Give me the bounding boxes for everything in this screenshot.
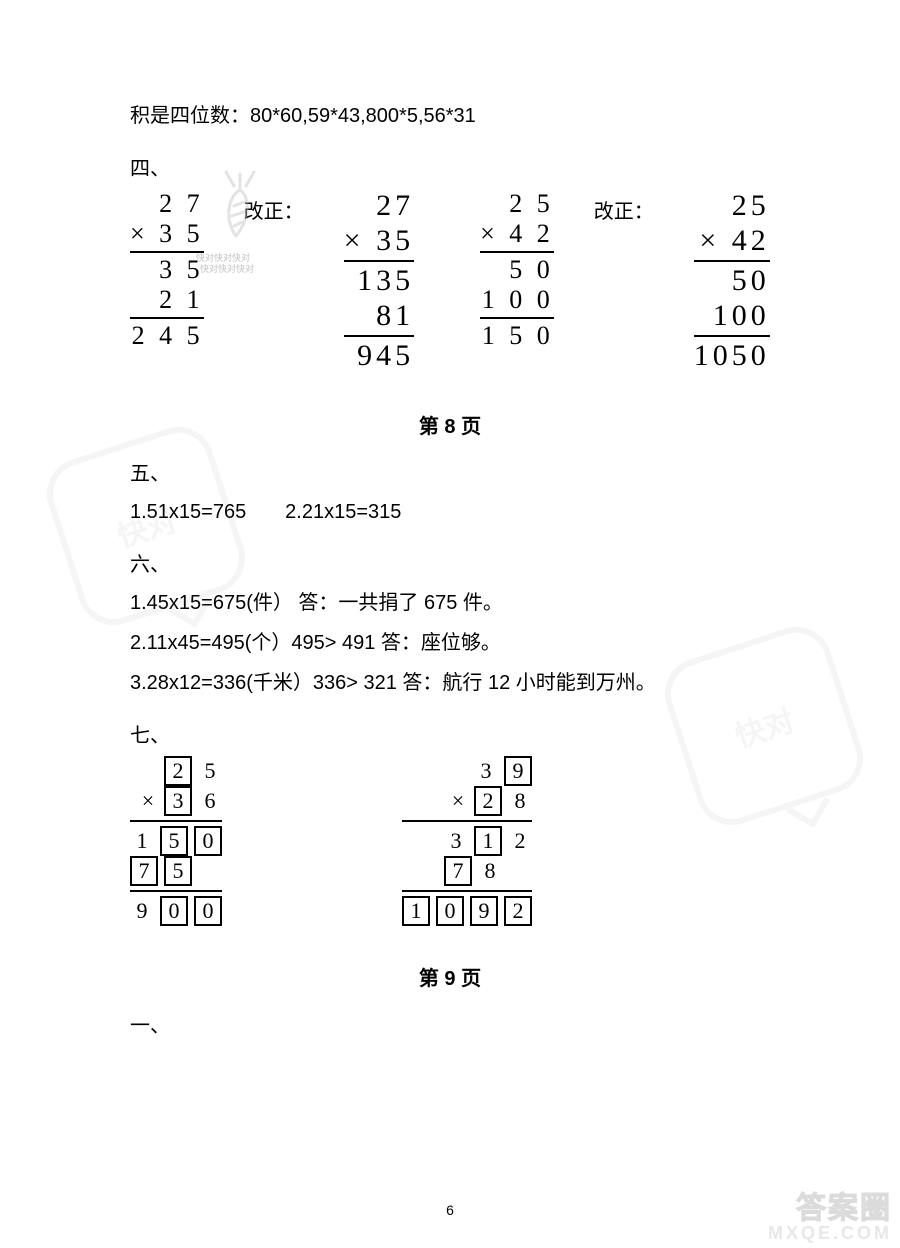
boxed-digit: 7 [444,856,472,886]
mult-partial: 135 [344,260,414,299]
mult-partial: 50 [694,260,770,299]
correction-label: 改正： [594,195,654,224]
puzzle-row-line: 78 [402,856,532,886]
puzzle-row-line: 150 [130,820,222,856]
mult-block-wrong-1: 2 7 × 3 5 3 5 2 1 2 4 5 [130,189,204,350]
correction-label: 改正： [244,195,304,224]
footer-wm-line2: MXQE.COM [768,1224,892,1242]
mult-partial: 5 0 [480,251,554,285]
multiplication-row: 2 7 × 3 5 3 5 2 1 2 4 5 改正： 27 × 35 135 … [130,189,770,374]
mult-block-correct-1: 27 × 35 135 81 945 [344,189,414,374]
digit: 8 [478,858,502,884]
answer-text: 2.21x15=315 [285,501,401,523]
mult-multiplier: × 4 2 [480,219,554,249]
boxed-digit: 5 [160,826,188,856]
puzzle-row-line: ×28 [402,786,532,816]
mult-multiplier: × 42 [694,224,770,259]
mult-block-correct-2: 25 × 42 50 100 1050 [694,189,770,374]
boxed-digit: 0 [436,896,464,926]
mult-partial: 1 0 0 [480,285,554,315]
mult-answer: 945 [344,335,414,374]
mult-multiplier: × 35 [344,224,414,259]
mult-top: 27 [344,189,414,224]
digit: 6 [198,788,222,814]
page-heading-8: 第 8 页 [130,410,770,439]
boxed-digit: 7 [130,856,158,886]
digit: 1 [130,828,154,854]
section-1: 一、 [130,1009,770,1038]
mult-answer: 1 5 0 [480,317,554,351]
mult-top: 2 7 [130,189,204,219]
mult-partial: 3 5 [130,251,204,285]
digit: 2 [508,828,532,854]
boxed-digit: 1 [474,826,502,856]
boxed-digit: 2 [504,896,532,926]
puzzle-1: 25×3615075900 [130,756,222,926]
mult-partial: 81 [344,299,414,334]
boxed-digit: 0 [160,896,188,926]
puzzle-row-line: 39 [402,756,532,786]
puzzle-row-line: 312 [402,820,532,856]
puzzle-row: 25×3615075900 39×28312781092 [130,756,770,926]
mult-partial: 2 1 [130,285,204,315]
puzzle-row-line: 900 [130,890,222,926]
boxed-digit: 2 [474,786,502,816]
digit: 3 [474,758,498,784]
answer-text: 1.51x15=765 [130,501,246,523]
puzzle-row-line: 25 [130,756,222,786]
digit: 3 [444,828,468,854]
section-5: 五、 [130,457,770,486]
digit: 5 [198,758,222,784]
section-4: 四、 [130,152,770,181]
boxed-digit: 9 [470,896,498,926]
puzzle-row-line: ×36 [130,786,222,816]
boxed-digit: 9 [504,756,532,786]
operator: × [448,788,468,814]
text-line: 积是四位数：80*60,59*43,800*5,56*31 [130,98,770,134]
digit: 8 [508,788,532,814]
mult-answer: 1050 [694,335,770,374]
answer-line: 3.28x12=336(千米）336> 321 答：航行 12 小时能到万州。 [130,665,770,701]
digit [508,858,532,884]
answer-line: 1.51x15=765 2.21x15=315 [130,494,770,530]
boxed-digit: 0 [194,896,222,926]
mult-partial: 100 [694,299,770,334]
boxed-digit: 3 [164,786,192,816]
mult-multiplier: × 3 5 [130,219,204,249]
answer-line: 2.11x45=495(个）495> 491 答：座位够。 [130,625,770,661]
puzzle-row-line: 1092 [402,890,532,926]
digit [198,858,222,884]
boxed-digit: 2 [164,756,192,786]
answer-line: 1.45x15=675(件） 答：一共捐了 675 件。 [130,585,770,621]
section-7: 七、 [130,719,770,748]
mult-top: 25 [694,189,770,224]
mult-answer: 2 4 5 [130,317,204,351]
mult-block-wrong-2: 2 5 × 4 2 5 0 1 0 0 1 5 0 [480,189,554,350]
puzzle-2: 39×28312781092 [402,756,532,926]
puzzle-row-line: 75 [130,856,222,886]
digit: 9 [130,898,154,924]
mult-top: 2 5 [480,189,554,219]
page-heading-9: 第 9 页 [130,962,770,991]
boxed-digit: 5 [164,856,192,886]
boxed-digit: 1 [402,896,430,926]
operator: × [138,788,158,814]
boxed-digit: 0 [194,826,222,856]
page: 快对 快对 快对快对快对 快对快对快对 积是四位数：80*60,59*43,80… [0,0,900,1248]
page-number: 6 [0,1202,900,1218]
section-6: 六、 [130,548,770,577]
